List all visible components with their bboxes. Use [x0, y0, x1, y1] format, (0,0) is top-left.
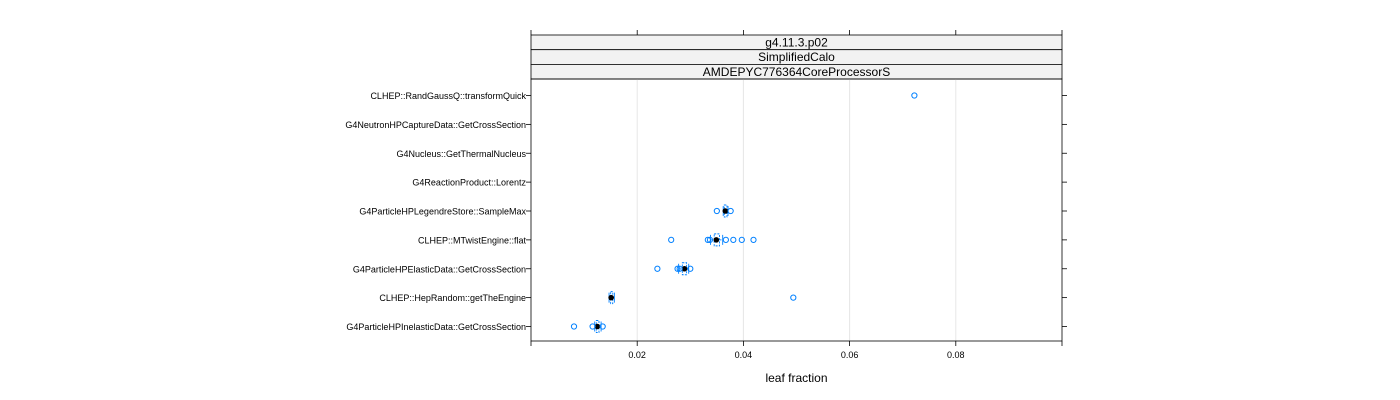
y-axis: CLHEP::RandGaussQ::transformQuickG4Neutr…: [345, 91, 1067, 332]
strip-label-2: SimplifiedCalo: [758, 50, 835, 64]
outlier-point: [654, 265, 661, 272]
y-tick-label: CLHEP::RandGaussQ::transformQuick: [370, 91, 526, 101]
outlier-point: [589, 323, 596, 330]
outlier-point: [727, 207, 734, 215]
x-tick-label: 0.02: [628, 350, 646, 360]
panel-frame: [530, 78, 1063, 342]
y-tick-label: G4ReactionProduct::Lorentz: [412, 178, 526, 188]
data-marks: [570, 92, 918, 333]
outlier-point: [570, 323, 578, 330]
outlier-point: [790, 294, 797, 301]
outlier-point: [704, 236, 711, 243]
y-tick-label: CLHEP::MTwistEngine::flat: [418, 235, 527, 245]
median-dot: [681, 265, 688, 272]
outlier-point: [730, 236, 737, 243]
grid-lines: [636, 79, 957, 341]
median-dot: [594, 323, 601, 330]
y-tick-label: G4ParticleHPLegendreStore::SampleMax: [359, 207, 526, 217]
outlier-point: [713, 207, 720, 215]
y-tick-label: CLHEP::HepRandom::getTheEngine: [379, 293, 526, 303]
outlier-point: [668, 236, 675, 243]
outlier-point: [750, 236, 757, 243]
y-tick-label: G4ParticleHPElasticData::GetCrossSection: [353, 264, 526, 274]
outlier-point: [738, 236, 745, 243]
strip-label-3: AMDEPYC776364CoreProcessorS: [703, 65, 890, 79]
strip-label-1: g4.11.3.p02: [765, 36, 828, 50]
median-dot: [713, 237, 720, 243]
x-tick-label: 0.06: [841, 350, 859, 360]
y-tick-label: G4NeutronHPCaptureData::GetCrossSection: [345, 120, 526, 130]
outlier-point: [706, 236, 714, 243]
strip-headers: g4.11.3.p02 SimplifiedCalo AMDEPYC776364…: [530, 34, 1063, 80]
y-tick-label: G4ParticleHPInelasticData::GetCrossSecti…: [346, 322, 526, 332]
outlier-point: [687, 265, 694, 272]
outlier-point: [599, 323, 606, 330]
x-tick-label: 0.08: [947, 350, 965, 360]
y-tick-label: G4Nucleus::GetThermalNucleus: [396, 149, 526, 159]
outlier-point: [911, 92, 918, 99]
x-axis: 0.02 0.04 0.06 0.08: [530, 30, 1063, 360]
outlier-point: [676, 265, 683, 272]
median-dot: [608, 294, 614, 301]
x-tick-label: 0.04: [735, 350, 753, 360]
outlier-point: [674, 265, 681, 272]
outlier-point: [722, 236, 729, 243]
x-axis-title: leaf fraction: [765, 371, 827, 385]
median-dot: [722, 208, 729, 214]
